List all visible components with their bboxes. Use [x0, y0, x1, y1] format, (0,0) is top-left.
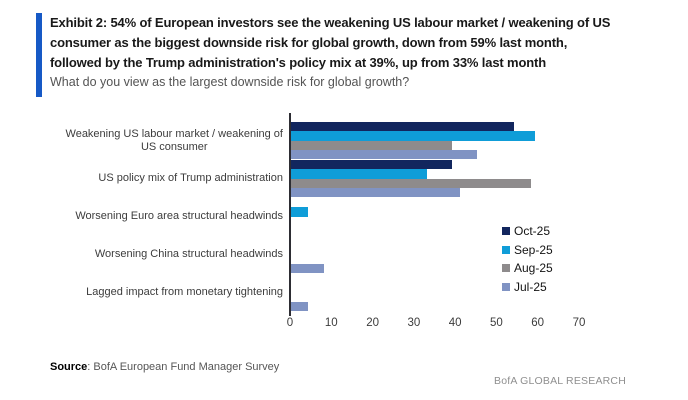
bar-aug-25: [291, 178, 531, 188]
exhibit-title-line-3: followed by the Trump administration's p…: [50, 55, 547, 70]
bar-jul-25: [291, 149, 477, 159]
x-tick-label: 60: [531, 317, 545, 329]
legend-label: Jul-25: [514, 279, 547, 294]
category-label: Worsening Euro area structural headwinds: [75, 210, 283, 222]
bar-sep-25: [291, 207, 308, 217]
bar-oct-25: [291, 160, 452, 170]
category-label: Worsening China structural headwinds: [94, 248, 283, 260]
bar-jul-25: [291, 301, 308, 311]
legend-label: Sep-25: [514, 242, 553, 257]
legend-item: Jul-25: [502, 278, 553, 297]
title-accent-bar: [36, 13, 42, 97]
bofa-global-research-brand: BofA GLOBAL RESEARCH: [494, 375, 626, 387]
category-label: US policy mix of Trump administration: [98, 172, 283, 184]
x-tick-label: 20: [366, 317, 379, 329]
source-label: Source: [50, 361, 88, 373]
category-label: Lagged impact from monetary tightening: [86, 286, 283, 298]
legend-swatch-icon: [502, 282, 510, 291]
legend: Oct-25 Sep-25 Aug-25 Jul-25: [502, 222, 553, 296]
legend-item: Oct-25: [502, 222, 553, 241]
x-tick-label: 70: [572, 317, 586, 329]
exhibit-title-line-1: Exhibit 2: 54% of European investors see…: [50, 15, 611, 30]
x-tick-label: 50: [489, 317, 503, 329]
legend-label: Aug-25: [514, 261, 553, 276]
bar-jul-25: [291, 187, 461, 197]
y-axis-line: [289, 113, 291, 316]
exhibit-title-line-2: consumer as the biggest downside risk fo…: [50, 35, 568, 50]
x-tick-label: 30: [407, 317, 421, 329]
legend-swatch-icon: [502, 245, 510, 254]
source-line: Source: BofA European Fund Manager Surve…: [50, 361, 279, 373]
bar-sep-25: [291, 169, 428, 179]
bar-oct-25: [291, 122, 514, 132]
survey-question-subtitle: What do you view as the largest downside…: [50, 75, 410, 89]
bar-jul-25: [291, 263, 324, 273]
source-text: : BofA European Fund Manager Survey: [87, 361, 280, 373]
legend-swatch-icon: [502, 227, 510, 236]
legend-swatch-icon: [502, 264, 510, 273]
legend-item: Sep-25: [502, 241, 553, 260]
legend-label: Oct-25: [514, 224, 551, 239]
x-tick-label: 10: [324, 317, 338, 329]
x-tick-label: 0: [286, 317, 294, 329]
category-label: Weakening US labour market / weakening o…: [65, 127, 283, 153]
bar-sep-25: [291, 131, 535, 141]
legend-item: Aug-25: [502, 259, 553, 278]
x-tick-label: 40: [448, 317, 462, 329]
bar-aug-25: [291, 140, 452, 150]
